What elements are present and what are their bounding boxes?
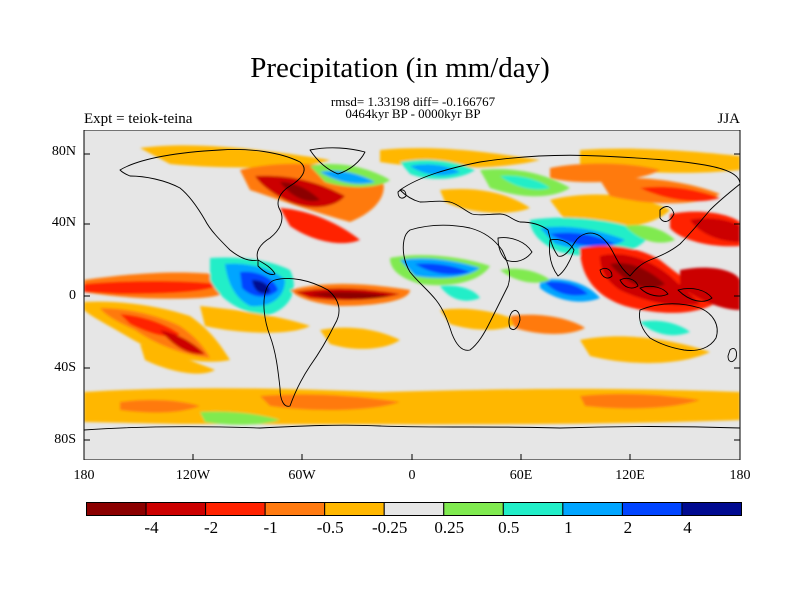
lat-label-0: 0: [69, 288, 76, 303]
colorbar-label: -0.5: [316, 518, 344, 537]
lon-label-120w: 120W: [175, 468, 211, 483]
colorbar-swatch: [264, 502, 326, 516]
colorbar-label: -0.25: [371, 518, 408, 537]
colorbar-label: 0.5: [498, 518, 520, 537]
colorbar-swatch: [324, 502, 385, 516]
coastlines: [84, 147, 740, 431]
colorbar-swatch: [205, 502, 266, 516]
map-title: Precipitation (in mm/day): [250, 52, 550, 84]
colorbar-label: 4: [683, 518, 692, 537]
lat-label-80n: 80N: [51, 144, 76, 159]
colorbar-label: 1: [564, 518, 573, 537]
colorbar-swatch: [621, 502, 683, 516]
colorbar-label: 2: [623, 518, 633, 537]
colorbar-swatch: [443, 502, 504, 516]
experiment-label: Expt = teiok-teina: [84, 111, 193, 127]
map-frame: [83, 130, 741, 460]
stats-line: rmsd= 1.33198 diff= -0.166767: [330, 94, 496, 109]
colorbar-swatch: [145, 502, 207, 516]
tick-marks: [84, 153, 740, 460]
colorbar-swatch: [681, 502, 742, 516]
colorbar-label: 0.25: [434, 518, 465, 537]
lat-label-40n: 40N: [51, 215, 76, 230]
lat-label-40s: 40S: [54, 360, 76, 375]
season-label: JJA: [717, 111, 740, 127]
lon-label-180e: 180: [729, 468, 751, 483]
lon-label-0: 0: [408, 468, 416, 483]
colorbar-swatch: [383, 502, 445, 516]
colorbar-label: -1: [263, 518, 278, 537]
lon-label-180w: 180: [73, 468, 95, 483]
lat-label-80s: 80S: [54, 432, 76, 447]
colorbar-swatch: [86, 502, 147, 516]
lon-label-120e: 120E: [615, 468, 645, 483]
precipitation-map: [83, 130, 741, 460]
colorbar-label: -2: [204, 518, 219, 537]
colorbar-label: -4: [144, 518, 159, 537]
period-line: 0464kyr BP - 0000kyr BP: [345, 106, 481, 121]
colorbar-swatch: [562, 502, 623, 516]
colorbar-swatch: [502, 502, 564, 516]
lon-label-60w: 60W: [288, 468, 316, 483]
lon-label-60e: 60E: [509, 468, 533, 483]
colorbar: [86, 502, 742, 516]
